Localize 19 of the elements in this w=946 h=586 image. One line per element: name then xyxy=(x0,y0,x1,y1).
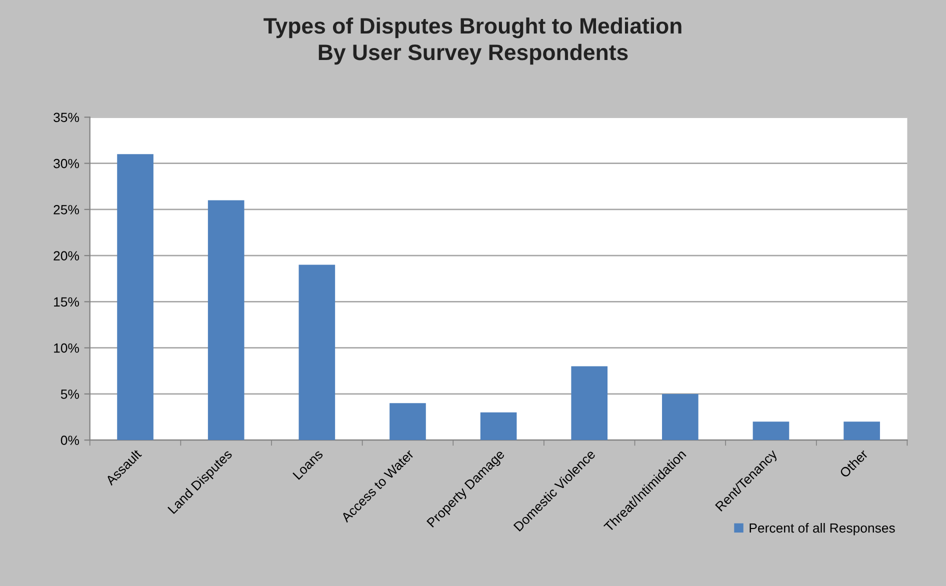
y-tick-label: 25% xyxy=(54,205,79,214)
bar xyxy=(117,154,154,440)
bar xyxy=(844,422,880,440)
bar xyxy=(571,366,608,440)
legend-label: Percent of all Responses xyxy=(750,522,895,536)
bar xyxy=(298,264,336,440)
y-tick-label: 10% xyxy=(54,343,79,353)
bar xyxy=(208,200,244,440)
y-tick-label: 15% xyxy=(54,297,79,307)
bar xyxy=(662,394,698,440)
bar xyxy=(390,403,426,440)
y-tick-label: 20% xyxy=(54,251,79,260)
chart-title: Types of Disputes Brought to Mediation By User Survey Respondents xyxy=(264,17,682,65)
y-tick-label: 0% xyxy=(60,436,79,445)
bar xyxy=(752,422,790,440)
y-tick-label: 30% xyxy=(54,158,79,168)
y-tick-label: 5% xyxy=(60,390,79,399)
y-tick-label: 35% xyxy=(54,112,79,122)
bar xyxy=(480,412,517,440)
